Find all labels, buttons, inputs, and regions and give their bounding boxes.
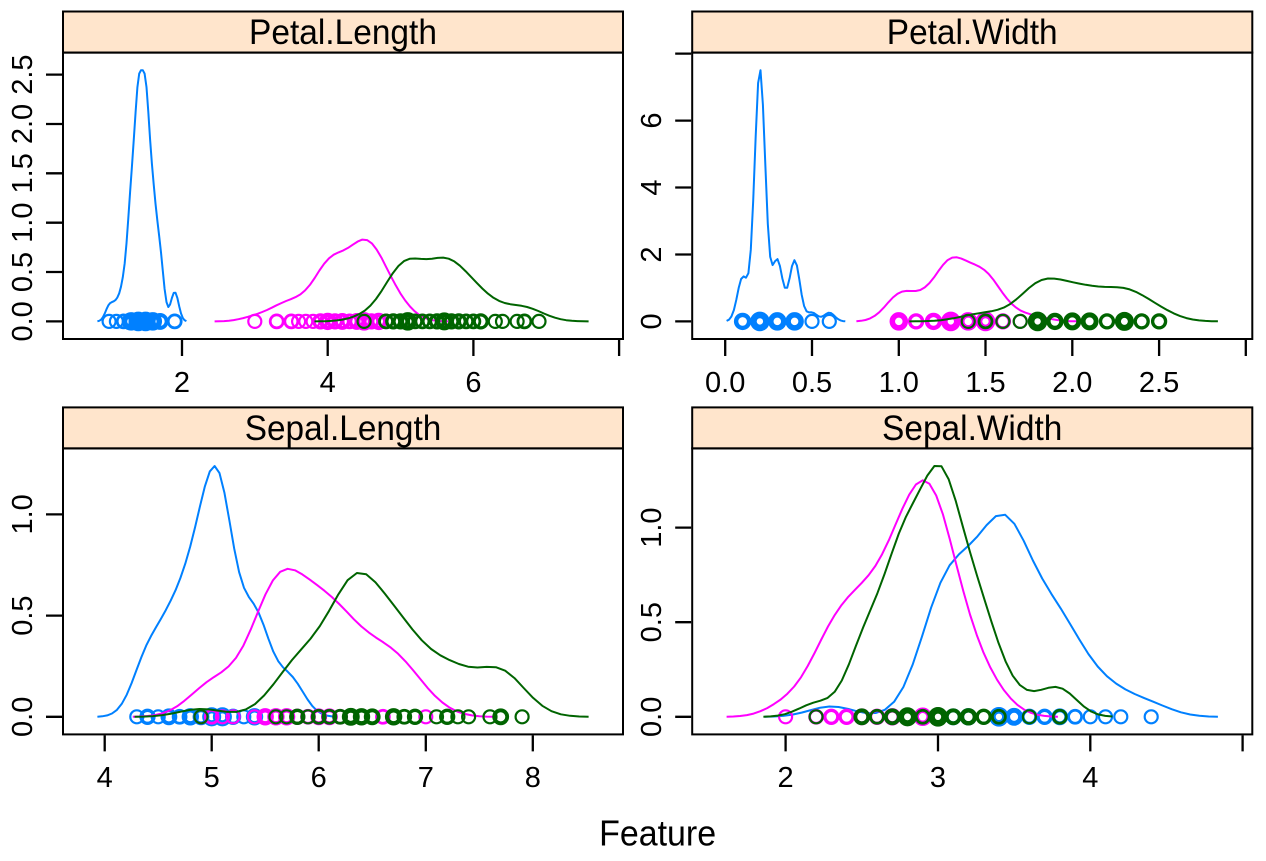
svg-text:2: 2 (778, 762, 794, 794)
svg-text:6: 6 (636, 113, 668, 129)
svg-text:2.5: 2.5 (7, 54, 39, 94)
svg-text:2.5: 2.5 (1139, 367, 1179, 399)
svg-text:1.0: 1.0 (879, 367, 919, 399)
svg-text:Petal.Width: Petal.Width (887, 13, 1058, 52)
svg-text:2: 2 (636, 246, 668, 262)
svg-text:2.0: 2.0 (1052, 367, 1092, 399)
svg-text:Sepal.Length: Sepal.Length (245, 409, 442, 448)
svg-text:7: 7 (418, 762, 434, 794)
svg-text:4: 4 (1082, 762, 1098, 794)
svg-text:0.5: 0.5 (7, 252, 39, 292)
svg-text:1.0: 1.0 (636, 507, 668, 547)
svg-text:1.5: 1.5 (965, 367, 1005, 399)
svg-text:1.5: 1.5 (7, 153, 39, 193)
svg-text:Feature: Feature (599, 813, 716, 854)
svg-text:6: 6 (311, 762, 327, 794)
svg-text:0.5: 0.5 (792, 367, 832, 399)
svg-text:5: 5 (204, 762, 220, 794)
svg-text:1.0: 1.0 (7, 494, 39, 534)
svg-text:3: 3 (930, 762, 946, 794)
svg-text:1.0: 1.0 (7, 203, 39, 243)
svg-text:0.5: 0.5 (7, 595, 39, 635)
svg-text:2.0: 2.0 (7, 104, 39, 144)
svg-text:0.0: 0.0 (636, 697, 668, 737)
svg-text:0: 0 (636, 313, 668, 329)
svg-text:0.0: 0.0 (705, 367, 745, 399)
svg-text:Petal.Length: Petal.Length (249, 13, 437, 52)
svg-text:4: 4 (636, 179, 668, 195)
svg-text:4: 4 (97, 762, 113, 794)
svg-text:0.0: 0.0 (7, 301, 39, 341)
svg-text:2: 2 (174, 367, 190, 399)
svg-text:4: 4 (320, 367, 336, 399)
svg-text:0.0: 0.0 (7, 697, 39, 737)
svg-text:Sepal.Width: Sepal.Width (882, 409, 1062, 448)
svg-text:6: 6 (465, 367, 481, 399)
svg-text:0.5: 0.5 (636, 602, 668, 642)
svg-text:8: 8 (525, 762, 541, 794)
